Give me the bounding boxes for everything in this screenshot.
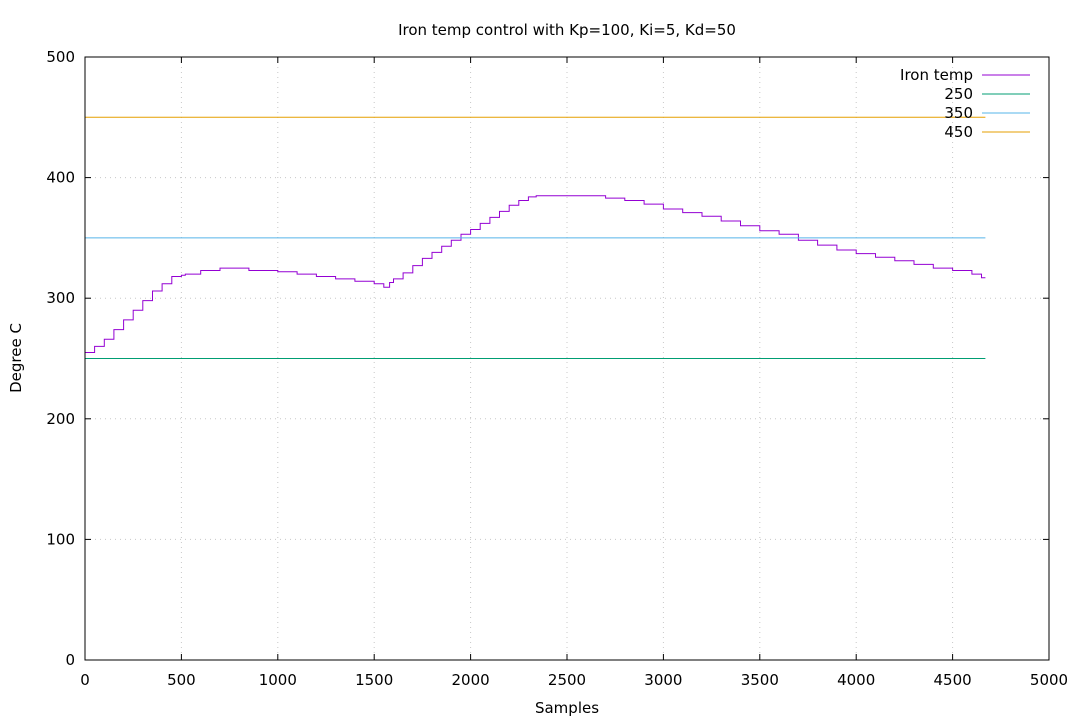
series-line-0 [85, 195, 986, 353]
chart-title: Iron temp control with Kp=100, Ki=5, Kd=… [398, 21, 736, 39]
legend-label: Iron temp [900, 66, 973, 84]
y-tick-label: 400 [46, 169, 75, 187]
y-tick-label: 0 [65, 651, 75, 669]
x-tick-label: 1000 [259, 671, 297, 689]
x-axis-label: Samples [535, 699, 599, 717]
x-tick-label: 1500 [355, 671, 393, 689]
x-tick-label: 4500 [934, 671, 972, 689]
legend-label: 350 [944, 104, 973, 122]
y-tick-label: 200 [46, 410, 75, 428]
x-tick-label: 2000 [452, 671, 490, 689]
series-layer [85, 116, 986, 359]
x-tick-label: 3500 [741, 671, 779, 689]
legend-label: 450 [944, 123, 973, 141]
y-tick-label: 100 [46, 530, 75, 548]
x-tick-label: 3000 [644, 671, 682, 689]
x-tick-label: 5000 [1030, 671, 1068, 689]
y-tick-label: 500 [46, 48, 75, 66]
x-tick-label: 4000 [837, 671, 875, 689]
x-tick-label: 500 [167, 671, 196, 689]
x-tick-label: 0 [80, 671, 90, 689]
x-tick-label: 2500 [548, 671, 586, 689]
y-axis-label: Degree C [7, 323, 25, 393]
axis-ticks: 0 500 1000 1500 2000 2500 3000 3500 4000 4500 5000… [46, 48, 1068, 689]
y-tick-label: 300 [46, 289, 75, 307]
legend-label: 250 [944, 85, 973, 103]
grid-lines [85, 57, 1049, 660]
